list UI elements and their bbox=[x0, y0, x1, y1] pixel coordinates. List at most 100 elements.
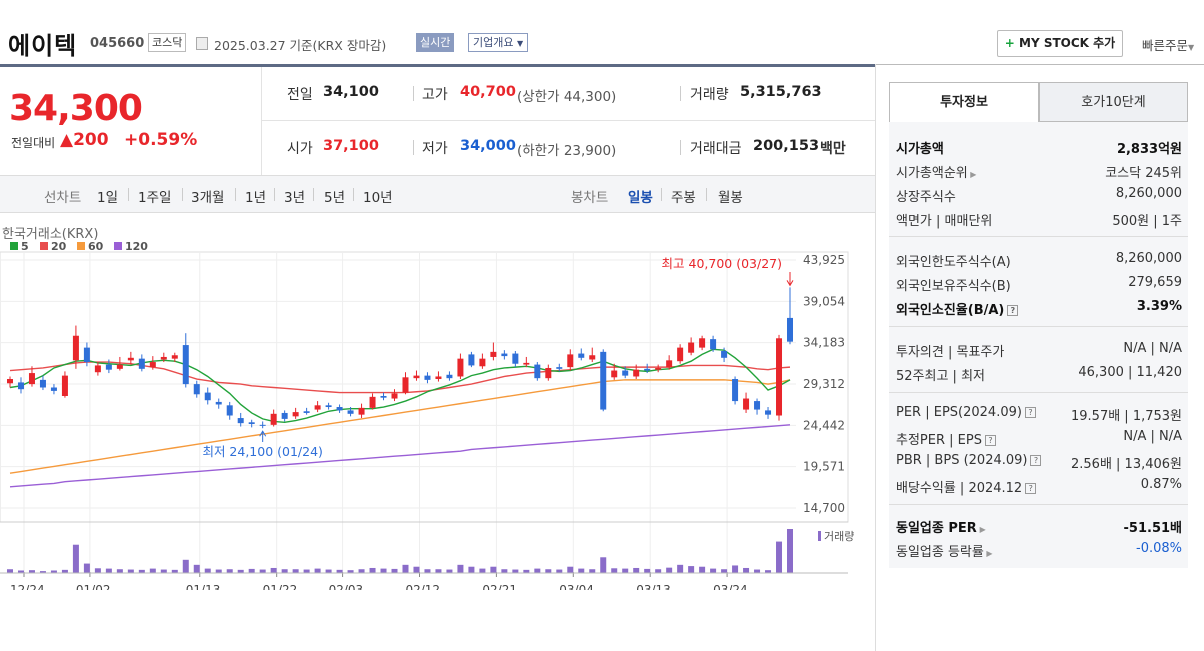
candle-body bbox=[402, 377, 409, 393]
candle-body bbox=[413, 375, 420, 379]
divider bbox=[889, 504, 1188, 505]
volume-bar bbox=[732, 565, 739, 573]
realtime-button[interactable]: 실시간 bbox=[416, 33, 455, 52]
volume-bar bbox=[83, 563, 90, 573]
candle-weekly[interactable]: 주봉 bbox=[671, 190, 696, 206]
candle-body bbox=[666, 360, 673, 368]
tab-orderbook[interactable]: 호가10단계 bbox=[1039, 82, 1188, 122]
volume-bar bbox=[655, 569, 662, 573]
period-1d[interactable]: 1일 bbox=[97, 190, 119, 206]
volume-bar bbox=[446, 569, 453, 573]
volume-bar bbox=[94, 568, 101, 573]
volume-bar bbox=[72, 544, 79, 573]
candle-body bbox=[589, 355, 596, 360]
divider bbox=[889, 392, 1188, 393]
price-box bbox=[0, 67, 262, 175]
info-row: 52주최고 | 최저 46,300 | 11,420 bbox=[896, 363, 1182, 385]
volume-bar bbox=[765, 570, 772, 573]
period-3m[interactable]: 3개월 bbox=[191, 190, 225, 206]
info-row: 시가총액 2,833억원 bbox=[896, 136, 1182, 158]
candle-body bbox=[369, 396, 376, 408]
x-tick-label: 02/12 bbox=[405, 583, 440, 590]
dividend-value: 0.87% bbox=[1140, 477, 1182, 492]
volume-bar bbox=[633, 567, 640, 573]
chevron-right-icon: ▶ bbox=[983, 549, 993, 558]
candle-body bbox=[160, 356, 167, 360]
volume-bar bbox=[7, 569, 13, 573]
volume-bar bbox=[204, 568, 211, 573]
info-row: 외국인보유주식수(B) 279,659 bbox=[896, 273, 1182, 295]
ma120-line bbox=[9, 424, 791, 488]
volume-bar bbox=[149, 568, 156, 573]
divider bbox=[262, 120, 875, 121]
period-3y[interactable]: 3년 bbox=[284, 190, 306, 206]
period-10y[interactable]: 10년 bbox=[363, 190, 393, 206]
low-annotation: 최저 24,100 (01/24) bbox=[202, 444, 322, 459]
help-icon[interactable]: ? bbox=[1030, 455, 1042, 466]
info-row: 시가총액순위 ▶ 코스닥 245위 bbox=[896, 160, 1182, 182]
price-chart[interactable]: 43,925 39,054 34,183 29,312 24,442 19,571 14,7… bbox=[0, 220, 870, 590]
volume-bar bbox=[28, 570, 35, 573]
candle-body bbox=[490, 351, 497, 357]
candle-body bbox=[83, 347, 90, 363]
candle-body bbox=[732, 379, 739, 402]
help-icon[interactable]: ? bbox=[1025, 483, 1037, 494]
period-1w[interactable]: 1주일 bbox=[138, 190, 172, 206]
volume-bar bbox=[666, 567, 673, 573]
volume-bar bbox=[534, 568, 541, 573]
volume-bar bbox=[435, 569, 442, 573]
divider bbox=[128, 188, 129, 201]
x-tick-label: 01/22 bbox=[263, 583, 298, 590]
volume-bar bbox=[710, 568, 717, 573]
volume-bar bbox=[226, 569, 233, 573]
volume-bar bbox=[600, 557, 607, 573]
y-tick-label: 39,054 bbox=[803, 294, 845, 308]
divider bbox=[413, 86, 414, 101]
foreign-ratio-label: 외국인소진율(B/A)? bbox=[896, 299, 1019, 318]
period-1y[interactable]: 1년 bbox=[245, 190, 267, 206]
ma5-line bbox=[9, 348, 791, 423]
volume-bar bbox=[501, 569, 508, 573]
corp-overview-dropdown[interactable]: 기업개요 ▼ bbox=[468, 33, 529, 52]
sector-change-label[interactable]: 동일업종 등락률 ▶ bbox=[896, 545, 993, 560]
sector-per-label[interactable]: 동일업종 PER ▶ bbox=[896, 521, 986, 536]
amount-label: 거래대금 bbox=[690, 141, 742, 157]
help-icon[interactable]: ? bbox=[1007, 305, 1019, 316]
volume-bar bbox=[688, 566, 695, 573]
volume-bar bbox=[281, 569, 288, 573]
chevron-down-icon: ▼ bbox=[1188, 43, 1195, 52]
open-label: 시가 bbox=[287, 141, 313, 157]
quick-order-dropdown[interactable]: 빠른주문▼ bbox=[1142, 35, 1194, 54]
candle-body bbox=[545, 367, 552, 379]
candle-daily[interactable]: 일봉 bbox=[628, 190, 653, 206]
market-cap-rank-label[interactable]: 시가총액순위 ▶ bbox=[896, 166, 977, 181]
volume-value: 5,315,763 bbox=[740, 84, 822, 100]
volume-bar bbox=[402, 564, 409, 573]
divider bbox=[889, 326, 1188, 327]
volume-bar bbox=[160, 569, 167, 573]
x-tick-label: 03/13 bbox=[636, 583, 671, 590]
amount-unit: 백만 bbox=[820, 141, 846, 157]
info-row: PBR | BPS (2024.09)? 2.56배 | 13,406원 bbox=[896, 451, 1182, 473]
candle-body bbox=[50, 387, 57, 391]
info-row: 추정PER | EPS? N/A | N/A bbox=[896, 427, 1182, 449]
candle-body bbox=[765, 410, 772, 415]
candle-monthly[interactable]: 월봉 bbox=[718, 190, 743, 206]
help-icon[interactable]: ? bbox=[1024, 407, 1036, 418]
volume-label: 거래량 bbox=[690, 87, 729, 103]
volume-bar bbox=[622, 568, 629, 573]
candle-body bbox=[149, 362, 156, 368]
candle-body bbox=[292, 412, 299, 417]
candle-body bbox=[457, 358, 464, 377]
tab-invest-info[interactable]: 투자정보 bbox=[889, 82, 1039, 122]
add-my-stock-button[interactable]: + MY STOCK 추가 bbox=[997, 30, 1123, 57]
help-icon[interactable]: ? bbox=[984, 435, 996, 446]
volume-bar bbox=[303, 569, 310, 573]
volume-bar bbox=[479, 568, 486, 573]
period-5y[interactable]: 5년 bbox=[324, 190, 346, 206]
y-tick-label: 29,312 bbox=[803, 377, 845, 391]
x-tick-label: 01/13 bbox=[186, 583, 221, 590]
opinion-label: 투자의견 | 목표주가 bbox=[896, 345, 1005, 360]
volume-bar bbox=[721, 569, 728, 573]
candle-body bbox=[688, 342, 695, 353]
